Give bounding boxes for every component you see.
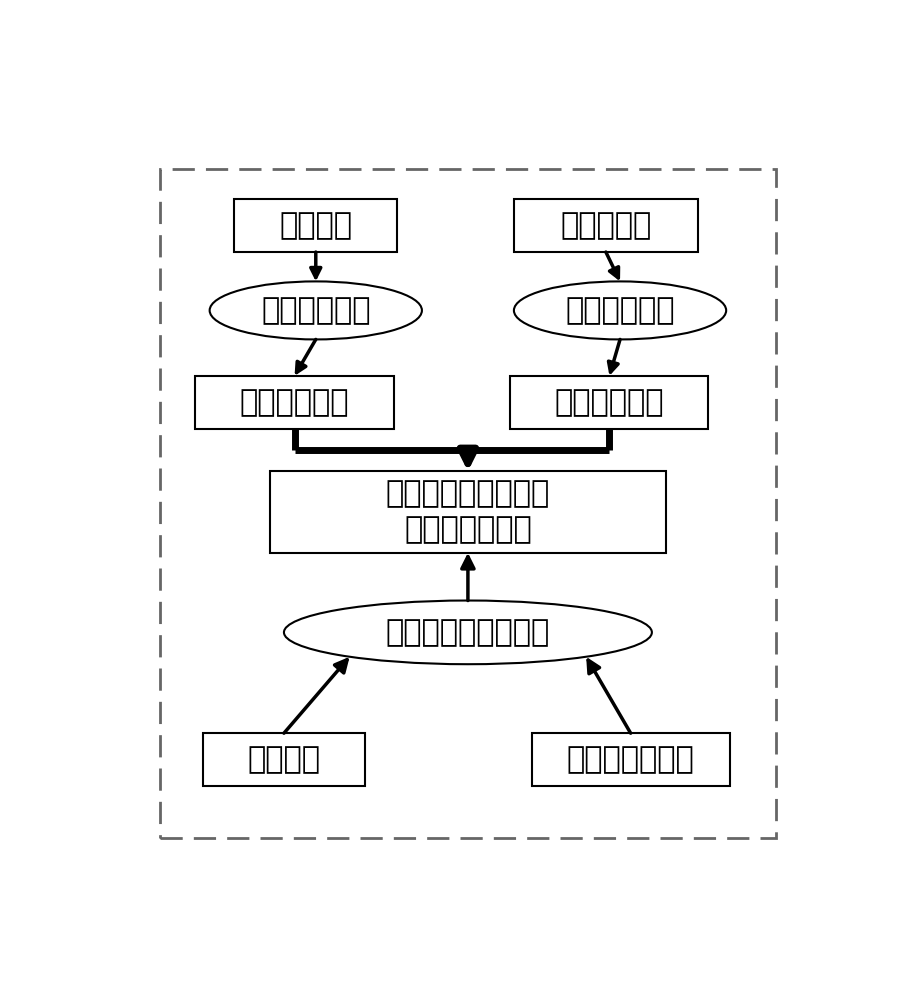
Text: 低温析锤: 低温析锤	[279, 211, 352, 240]
Text: 最小边界电压: 最小边界电压	[565, 296, 675, 325]
FancyBboxPatch shape	[270, 471, 666, 553]
Ellipse shape	[284, 601, 652, 664]
Text: 阻抗较小: 阻抗较小	[247, 745, 320, 774]
Text: 最大边界电压: 最大边界电压	[261, 296, 371, 325]
Text: 充电脉冲幅値: 充电脉冲幅値	[240, 388, 350, 417]
FancyBboxPatch shape	[514, 199, 698, 252]
FancyBboxPatch shape	[510, 376, 708, 429]
FancyBboxPatch shape	[531, 733, 729, 786]
FancyBboxPatch shape	[203, 733, 365, 786]
Text: 放电脉冲幅値: 放电脉冲幅値	[555, 388, 664, 417]
Text: 法拉第电流较小: 法拉第电流较小	[567, 745, 695, 774]
Text: 对电池寿命无影响的
快速自加热方法: 对电池寿命无影响的 快速自加热方法	[386, 480, 550, 545]
Ellipse shape	[514, 281, 726, 339]
FancyBboxPatch shape	[195, 376, 394, 429]
Ellipse shape	[210, 281, 422, 339]
FancyBboxPatch shape	[235, 199, 397, 252]
Text: 充放电脉冲频率范围: 充放电脉冲频率范围	[386, 618, 550, 647]
Text: 低温副反应: 低温副反应	[561, 211, 652, 240]
